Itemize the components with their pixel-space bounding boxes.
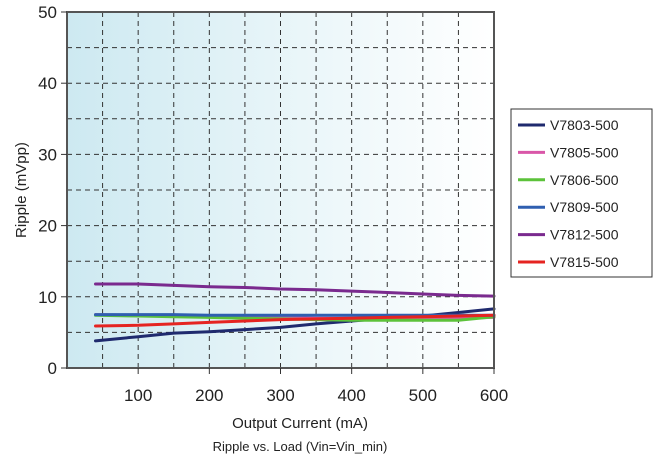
x-axis-label: Output Current (mA) bbox=[232, 415, 368, 432]
chart-title: Ripple vs. Load (Vin=Vin_min) bbox=[213, 439, 388, 454]
grid bbox=[67, 12, 494, 368]
x-tick-label: 200 bbox=[195, 386, 223, 405]
x-tick-label: 500 bbox=[409, 386, 437, 405]
y-tick-label: 20 bbox=[38, 217, 57, 236]
y-tick-label: 10 bbox=[38, 288, 57, 307]
y-tick-label: 40 bbox=[38, 74, 57, 93]
legend-label: V7806-500 bbox=[550, 172, 619, 188]
x-tick-label: 600 bbox=[480, 386, 508, 405]
series-lines bbox=[94, 282, 496, 343]
axis-ticks: 100 200 300 400 500 600 0 10 20 30 40 50 bbox=[38, 3, 508, 405]
y-tick-label: 50 bbox=[38, 3, 57, 22]
y-tick-label: 30 bbox=[38, 145, 57, 164]
legend-label: V7812-500 bbox=[550, 227, 619, 243]
legend-items: V7803-500 V7805-500 V7806-500 V7809-500 V781… bbox=[518, 117, 619, 270]
legend-box bbox=[510, 108, 653, 278]
series-line-v7812-500 bbox=[94, 282, 496, 298]
series-line-v7815-500 bbox=[94, 313, 496, 328]
x-tick-label: 400 bbox=[337, 386, 365, 405]
legend: V7803-500 V7805-500 V7806-500 V7809-500 V781… bbox=[510, 108, 653, 278]
y-tick-label: 0 bbox=[48, 359, 57, 378]
y-axis-label: Ripple (mVpp) bbox=[13, 142, 30, 238]
legend-label: V7805-500 bbox=[550, 144, 619, 160]
x-tick-label: 300 bbox=[266, 386, 294, 405]
legend-label: V7815-500 bbox=[550, 254, 619, 270]
legend-label: V7803-500 bbox=[550, 117, 619, 133]
legend-label: V7809-500 bbox=[550, 199, 619, 215]
x-tick-label: 100 bbox=[124, 386, 152, 405]
